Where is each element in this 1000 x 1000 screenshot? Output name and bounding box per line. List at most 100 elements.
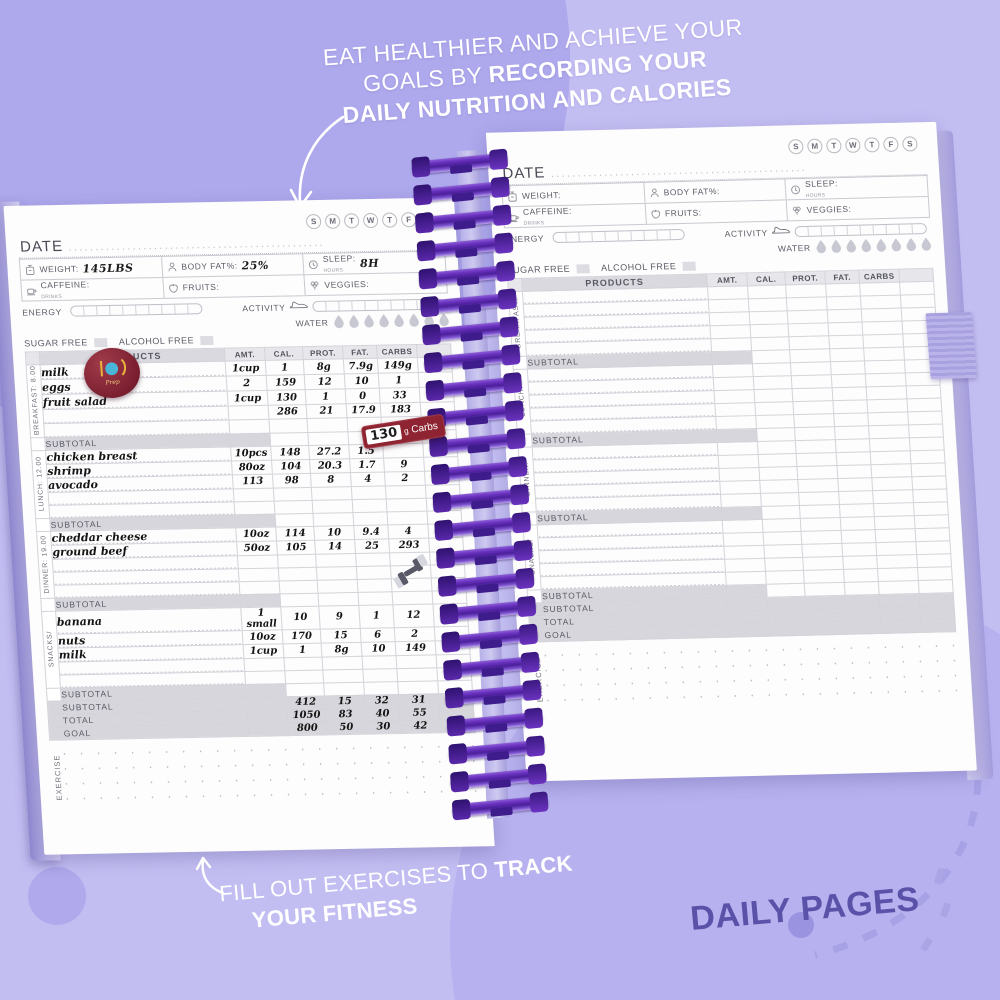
cell-cal[interactable]: [763, 531, 802, 546]
cell-prot[interactable]: [311, 486, 353, 501]
cell-carbs[interactable]: 9: [383, 457, 425, 473]
goal-cal[interactable]: [768, 622, 808, 637]
sleep-field[interactable]: SLEEP: HOURS 8H: [303, 251, 446, 276]
cell-prot[interactable]: [312, 499, 353, 514]
cell-carbs[interactable]: [866, 385, 907, 400]
cell-fat[interactable]: 17.9: [346, 403, 382, 418]
cell-amt[interactable]: [714, 402, 756, 417]
cell-extra[interactable]: [906, 385, 941, 399]
cell-carbs[interactable]: [876, 554, 918, 569]
total-prot[interactable]: 83: [325, 708, 367, 722]
cell-prot[interactable]: 10: [313, 525, 355, 541]
cell-fat[interactable]: [351, 485, 387, 500]
subtotal-prot[interactable]: 15: [324, 695, 366, 709]
cell-cal[interactable]: [277, 554, 317, 568]
cell-fat[interactable]: [836, 464, 872, 479]
cell-prot[interactable]: [315, 553, 357, 568]
cell-prot[interactable]: [797, 478, 839, 493]
subtotal-prot[interactable]: [805, 595, 846, 610]
cell-amt[interactable]: 2: [226, 375, 268, 392]
cell-cal[interactable]: 105: [276, 540, 316, 555]
cell-carbs[interactable]: [870, 463, 912, 478]
goal-fat[interactable]: [846, 620, 882, 635]
cell-fat[interactable]: 1: [358, 604, 395, 629]
subtotal-fat[interactable]: [839, 503, 875, 518]
cell-prot[interactable]: [792, 387, 833, 402]
cell-extra[interactable]: [900, 294, 936, 309]
cell-carbs[interactable]: [382, 443, 424, 459]
cell-cal[interactable]: [749, 323, 789, 338]
water-drop-0[interactable]: [815, 239, 827, 254]
subtotal-fat[interactable]: [829, 347, 865, 362]
cell-cal[interactable]: [762, 518, 802, 533]
caffeine-field[interactable]: CAFFEINE: DRINKS: [21, 277, 164, 302]
cell-fat[interactable]: [838, 490, 874, 505]
weight-field[interactable]: WEIGHT: 145LBS: [19, 256, 163, 281]
cell-fat[interactable]: [827, 322, 863, 336]
cell-extra[interactable]: [912, 488, 948, 503]
cell-carbs[interactable]: [385, 485, 427, 499]
fruits-field[interactable]: FRUITS:: [163, 275, 306, 299]
cell-fat[interactable]: [832, 386, 867, 401]
cell-amt[interactable]: [713, 376, 755, 391]
cell-extra[interactable]: [914, 514, 950, 529]
cell-fat[interactable]: 6: [360, 627, 396, 643]
cell-prot[interactable]: [795, 439, 837, 454]
cell-cal[interactable]: [748, 297, 788, 312]
cell-cal[interactable]: [274, 500, 313, 515]
cell-cal[interactable]: 98: [272, 473, 312, 489]
subtotal-prot[interactable]: [307, 431, 349, 446]
cell-amt[interactable]: [243, 657, 285, 672]
cell-carbs[interactable]: [877, 567, 919, 582]
cell-carbs[interactable]: 149g: [377, 357, 419, 374]
cell-prot[interactable]: [793, 413, 835, 428]
cell-carbs[interactable]: 2: [394, 626, 436, 642]
subtotal-fat[interactable]: [834, 425, 870, 440]
cell-cal[interactable]: [278, 567, 318, 581]
cell-amt[interactable]: [722, 519, 764, 534]
cell-fat[interactable]: [352, 498, 387, 513]
subtotal-carbs[interactable]: [868, 424, 910, 439]
caffeine-field[interactable]: CAFFEINE: DRINKS: [503, 203, 646, 229]
weekday-5[interactable]: F: [882, 136, 899, 153]
cell-cal[interactable]: [750, 336, 790, 351]
weekday-2[interactable]: T: [825, 138, 842, 154]
cell-amt[interactable]: [237, 554, 279, 569]
cell-amt[interactable]: [234, 501, 275, 515]
subtotal-cal[interactable]: [756, 427, 796, 442]
subtotal-cal[interactable]: [285, 683, 325, 697]
cell-carbs[interactable]: 1: [378, 372, 420, 389]
subtotal-prot[interactable]: [794, 426, 836, 441]
cell-cal[interactable]: [758, 453, 797, 468]
cell-cal[interactable]: [279, 580, 318, 594]
water-drop-1[interactable]: [830, 239, 842, 253]
cell-fat[interactable]: [825, 283, 861, 297]
cell-cal[interactable]: [747, 284, 787, 299]
cell-prot[interactable]: [317, 579, 358, 594]
cell-cal[interactable]: 148: [270, 445, 310, 461]
cell-prot[interactable]: [801, 543, 843, 558]
goal-prot[interactable]: 50: [326, 721, 367, 735]
cell-cal[interactable]: 170: [282, 629, 322, 644]
cell-cal[interactable]: [763, 544, 803, 559]
cell-carbs[interactable]: 293: [388, 538, 430, 553]
cell-cal[interactable]: [754, 401, 794, 416]
cell-cal[interactable]: [755, 414, 795, 429]
cell-amt[interactable]: [719, 480, 761, 495]
cell-extra[interactable]: [916, 553, 952, 568]
cell-carbs[interactable]: [870, 450, 912, 465]
cell-amt[interactable]: 1 small: [240, 606, 283, 631]
weekday-1[interactable]: M: [806, 138, 823, 154]
water-drop-3[interactable]: [860, 238, 872, 253]
total-fat[interactable]: 40: [365, 707, 401, 722]
goal-carbs[interactable]: 42: [400, 719, 441, 734]
cell-amt[interactable]: [710, 337, 752, 352]
weekday-4[interactable]: T: [381, 212, 398, 228]
cell-cal[interactable]: [757, 440, 797, 455]
cell-amt[interactable]: [720, 493, 762, 508]
cell-prot[interactable]: [787, 309, 828, 324]
cell-prot[interactable]: 9: [318, 605, 361, 630]
cell-carbs[interactable]: [874, 515, 916, 530]
total-fat[interactable]: [845, 607, 881, 622]
cell-prot[interactable]: [785, 283, 827, 298]
